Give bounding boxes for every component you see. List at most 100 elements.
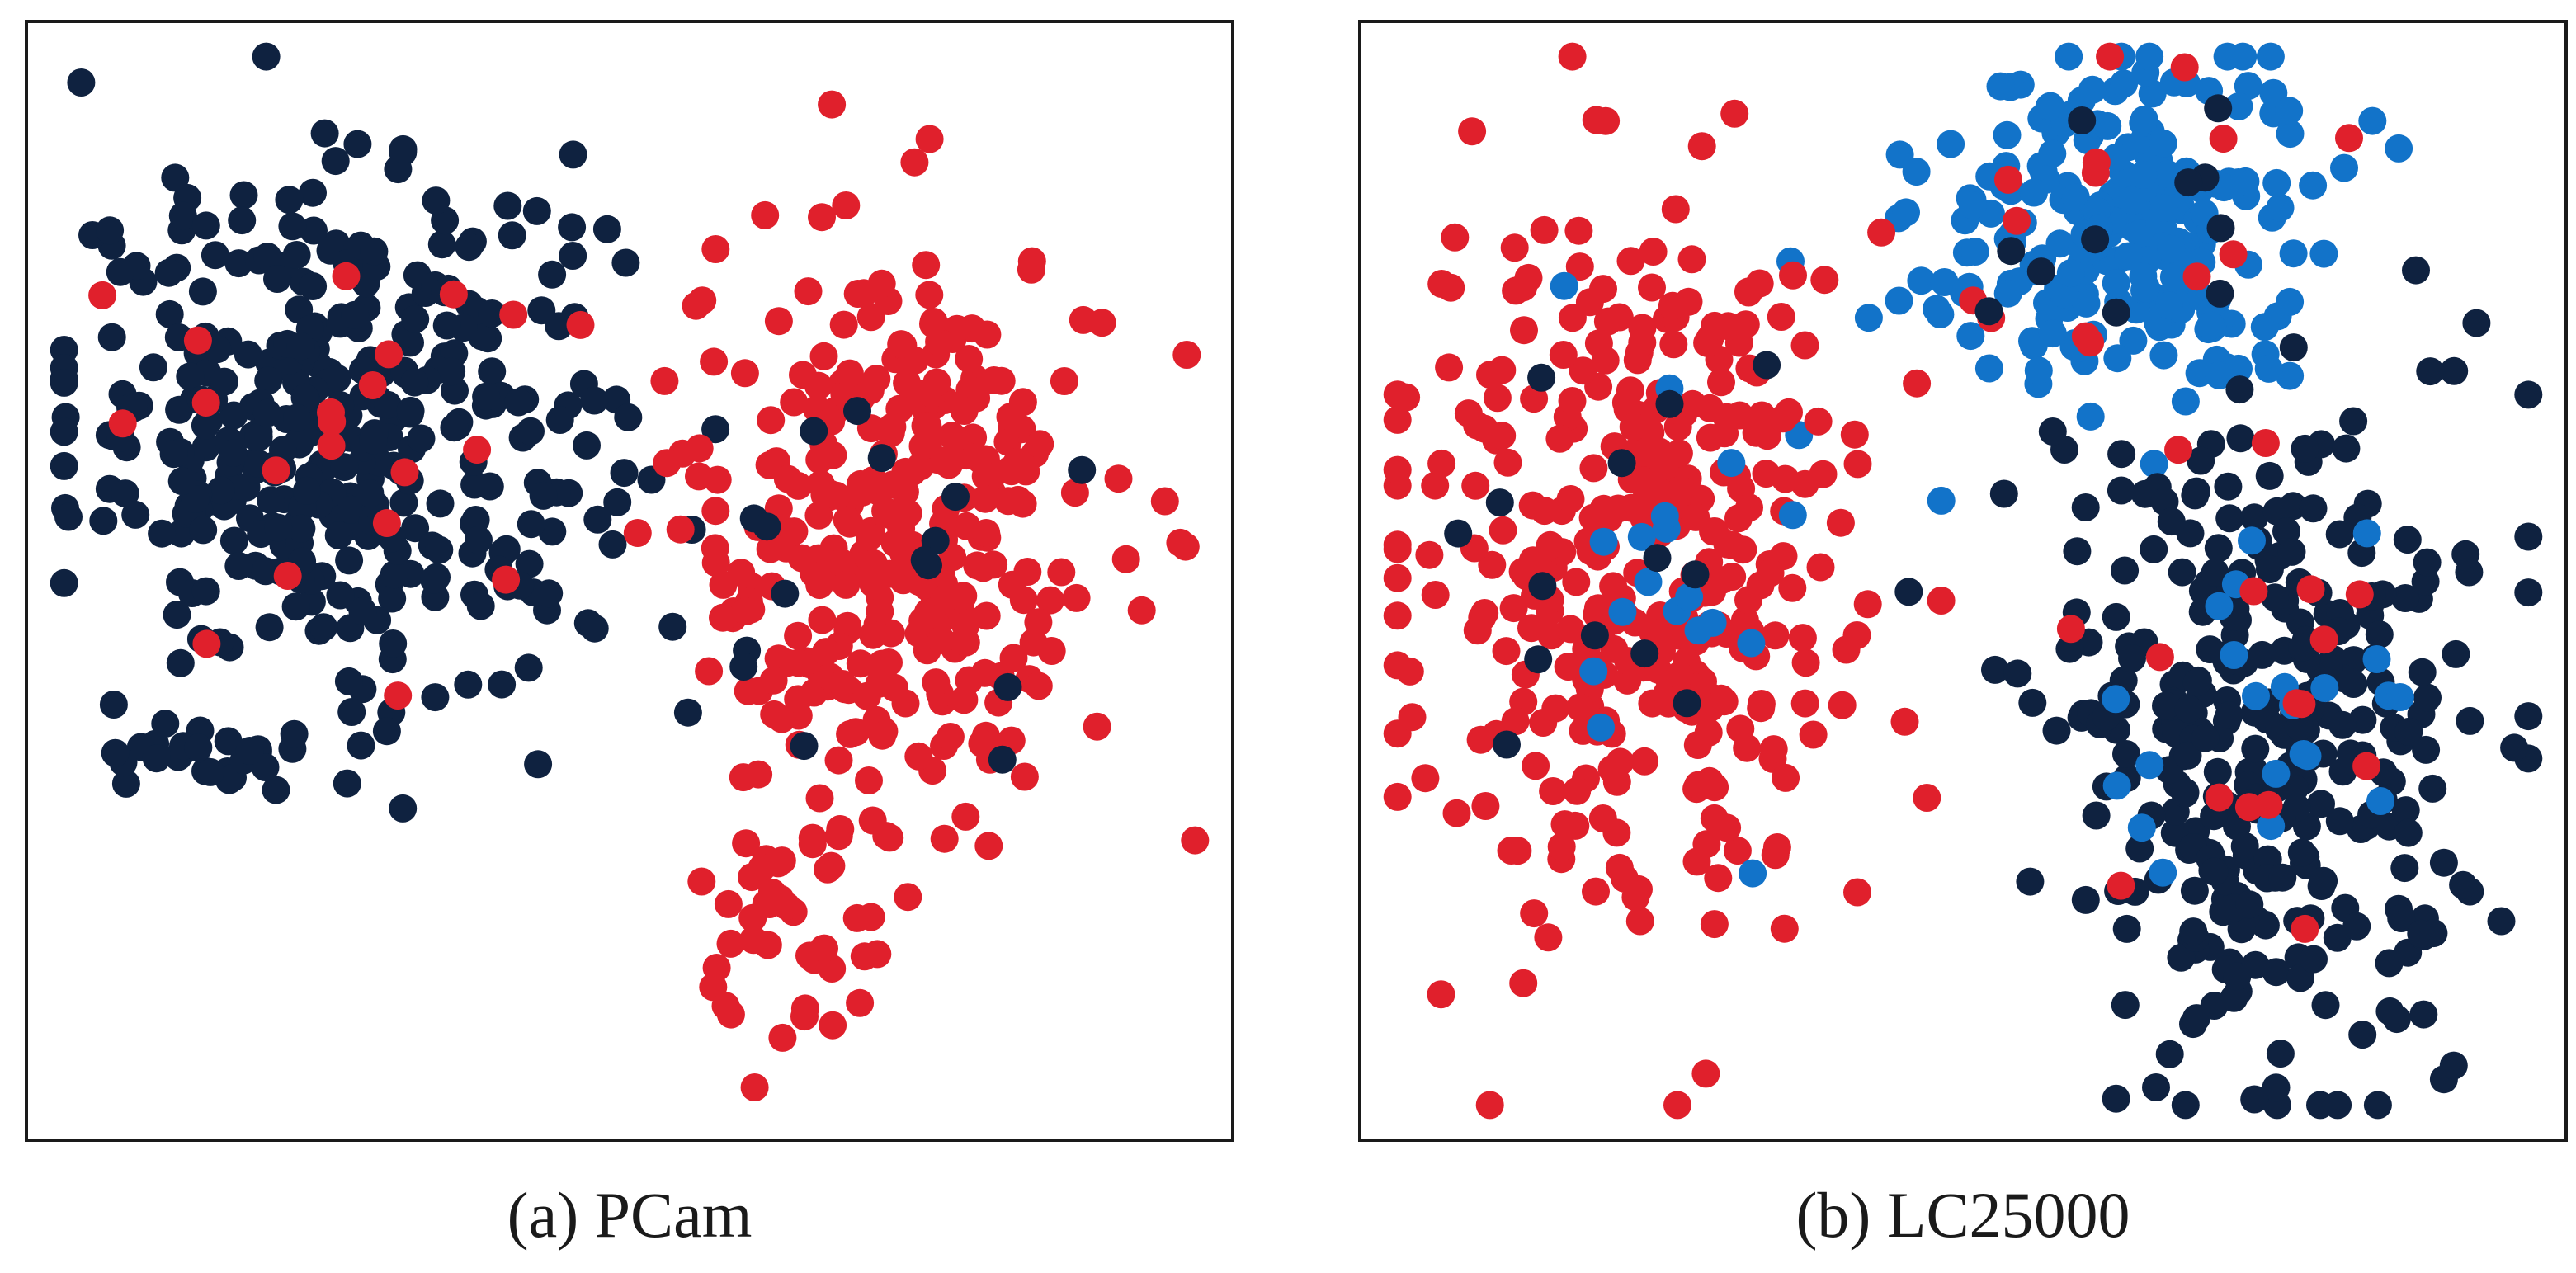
scatter-point-red bbox=[951, 802, 980, 831]
scatter-point-red bbox=[1659, 330, 1688, 359]
scatter-point-red bbox=[1556, 485, 1585, 513]
scatter-point-navy bbox=[2063, 537, 2092, 566]
scatter-point-navy bbox=[611, 248, 640, 277]
scatter-point-navy bbox=[196, 757, 224, 786]
scatter-point-red bbox=[2296, 575, 2325, 604]
scatter-point-red bbox=[1461, 471, 1490, 500]
scatter-point-red bbox=[1742, 418, 1771, 447]
scatter-panel-lc25000 bbox=[1358, 20, 2568, 1142]
scatter-point-red bbox=[2251, 429, 2280, 457]
scatter-point-navy bbox=[2152, 691, 2180, 720]
scatter-point-red bbox=[1582, 877, 1610, 906]
scatter-point-red bbox=[987, 366, 1016, 395]
scatter-point-blue bbox=[1958, 191, 1987, 219]
scatter-point-navy bbox=[2226, 424, 2255, 453]
scatter-point-blue bbox=[2299, 171, 2328, 200]
scatter-point-navy bbox=[421, 683, 450, 712]
scatter-point-red bbox=[936, 723, 965, 751]
scatter-point-red bbox=[852, 681, 881, 710]
scatter-point-navy bbox=[251, 557, 280, 586]
scatter-point-red bbox=[700, 347, 729, 376]
scatter-point-blue bbox=[2276, 120, 2305, 149]
scatter-point-navy bbox=[2287, 838, 2316, 867]
scatter-point-red bbox=[650, 366, 679, 395]
scatter-point-navy bbox=[2157, 507, 2186, 536]
scatter-point-blue bbox=[2102, 771, 2131, 800]
scatter-point-navy bbox=[2514, 578, 2543, 607]
scatter-point-red bbox=[1509, 969, 1538, 997]
scatter-point-navy bbox=[379, 629, 408, 658]
scatter-point-red bbox=[784, 648, 813, 677]
scatter-point-navy bbox=[2262, 1073, 2291, 1102]
scatter-point-navy bbox=[2261, 583, 2290, 612]
scatter-point-navy bbox=[2112, 740, 2140, 768]
scatter-point-navy bbox=[2174, 168, 2203, 197]
scatter-point-blue bbox=[1993, 120, 2022, 149]
scatter-point-red bbox=[1790, 689, 1819, 718]
scatter-point-red bbox=[1759, 735, 1788, 764]
scatter-point-blue bbox=[2242, 681, 2270, 710]
scatter-point-red bbox=[908, 431, 937, 460]
scatter-point-navy bbox=[148, 519, 177, 548]
scatter-point-blue bbox=[2127, 813, 2156, 842]
scatter-point-red bbox=[784, 685, 813, 714]
scatter-point-navy bbox=[191, 411, 219, 440]
scatter-point-red bbox=[1630, 438, 1658, 467]
scatter-point-navy bbox=[2182, 668, 2211, 697]
scatter-point-navy bbox=[360, 237, 389, 266]
scatter-point-navy bbox=[771, 579, 800, 608]
scatter-point-red bbox=[1810, 266, 1839, 295]
scatter-point-navy bbox=[201, 241, 229, 270]
scatter-point-red bbox=[2205, 783, 2234, 812]
scatter-point-navy bbox=[2016, 867, 2045, 896]
scatter-point-red bbox=[358, 371, 387, 399]
scatter-point-navy bbox=[2241, 734, 2270, 763]
scatter-point-red bbox=[908, 606, 937, 635]
scatter-point-navy bbox=[206, 476, 235, 505]
scatter-point-navy bbox=[753, 512, 781, 541]
scatter-point-navy bbox=[400, 368, 429, 397]
scatter-point-red bbox=[1704, 864, 1733, 893]
scatter-point-red bbox=[2182, 262, 2211, 291]
scatter-point-red bbox=[192, 629, 221, 658]
scatter-point-navy bbox=[407, 424, 436, 453]
scatter-point-red bbox=[623, 519, 652, 547]
scatter-point-navy bbox=[356, 479, 385, 507]
scatter-point-navy bbox=[278, 212, 307, 241]
scatter-point-navy bbox=[106, 257, 134, 286]
scatter-point-red bbox=[794, 277, 823, 306]
scatter-point-navy bbox=[498, 221, 526, 250]
scatter-point-red bbox=[1478, 550, 1507, 579]
scatter-point-red bbox=[1565, 252, 1594, 281]
scatter-point-navy bbox=[2418, 774, 2447, 803]
scatter-point-navy bbox=[455, 233, 484, 262]
scatter-point-navy bbox=[2255, 555, 2284, 584]
scatter-point-red bbox=[1509, 273, 1538, 302]
scatter-point-red bbox=[772, 892, 801, 921]
scatter-point-red bbox=[818, 90, 847, 119]
scatter-point-red bbox=[859, 620, 888, 649]
scatter-point-navy bbox=[603, 488, 632, 516]
scatter-panel-pcam bbox=[25, 20, 1234, 1142]
scatter-point-navy bbox=[2173, 741, 2202, 770]
scatter-point-navy bbox=[2167, 943, 2196, 972]
scatter-point-navy bbox=[2215, 700, 2243, 729]
scatter-point-red bbox=[1466, 725, 1495, 754]
scatter-point-red bbox=[701, 235, 730, 263]
scatter-point-navy bbox=[1493, 730, 1521, 759]
scatter-point-blue bbox=[2275, 97, 2304, 125]
scatter-point-navy bbox=[1527, 363, 1556, 392]
scatter-point-red bbox=[2234, 793, 2263, 822]
scatter-point-red bbox=[1518, 546, 1547, 575]
scatter-point-blue bbox=[2310, 674, 2339, 702]
scatter-point-navy bbox=[2026, 257, 2055, 286]
scatter-point-red bbox=[1729, 535, 1757, 564]
scatter-point-red bbox=[1564, 216, 1593, 245]
scatter-point-red bbox=[1435, 353, 1464, 382]
scatter-point-blue bbox=[2238, 526, 2266, 555]
scatter-point-red bbox=[711, 992, 740, 1021]
scatter-point-navy bbox=[89, 507, 118, 535]
scatter-point-red bbox=[714, 889, 743, 918]
scatter-point-red bbox=[375, 340, 403, 369]
scatter-point-navy bbox=[580, 614, 609, 643]
